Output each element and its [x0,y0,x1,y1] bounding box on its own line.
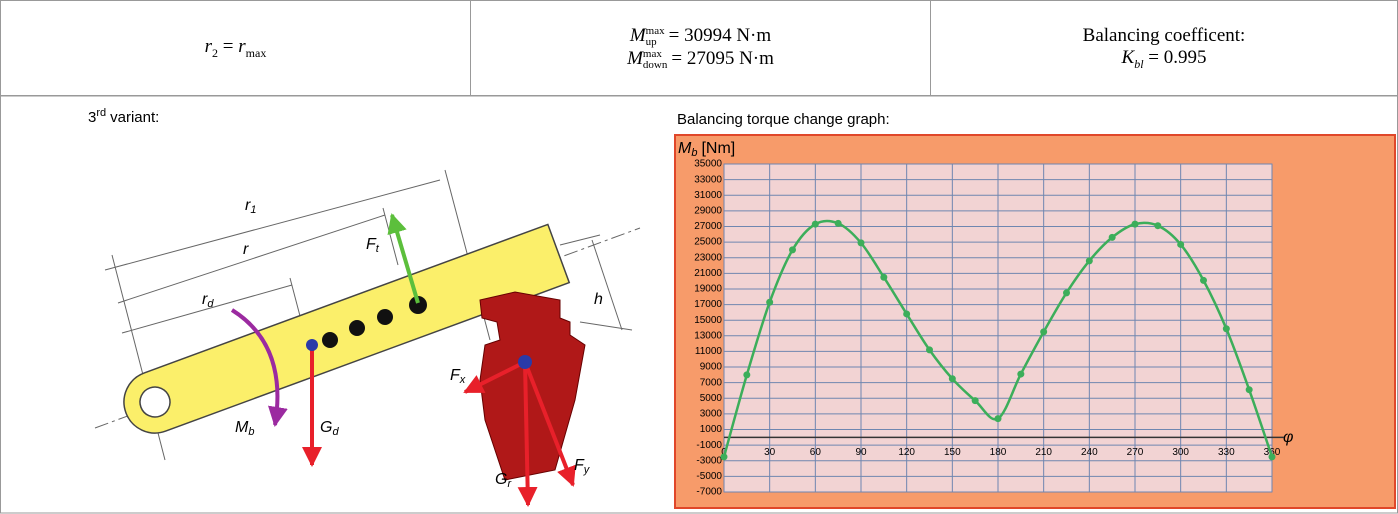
y-tick-label: -7000 [696,487,722,498]
y-tick-label: 7000 [700,377,723,388]
force-label: Ft [366,236,380,255]
point [995,415,1002,422]
y-tick-label: -1000 [696,440,722,451]
y-tick-label: 25000 [694,237,722,248]
x-tick-label: 240 [1081,447,1098,458]
y-tick-label: 27000 [694,221,722,232]
body-row: 3rdvariant: r1 r rd Ft h Fx [0,0,1398,514]
point [812,221,819,228]
x-tick-label: 330 [1218,447,1235,458]
extension-line [580,322,632,330]
hole [377,309,393,325]
force-label: Fx [450,367,466,386]
hole [349,320,365,336]
y-tick-label: 3000 [700,409,723,420]
moment-label: Mb [235,419,254,438]
dim-label: h [594,291,603,308]
pivot [518,355,532,369]
diagram: r1 r rd Ft h Fx Mb Gd Gr Fy [95,170,640,505]
y-tick-label: 23000 [694,252,722,263]
x-tick-label: 270 [1127,447,1144,458]
force-label: Fy [574,457,591,476]
y-tick-label: 33000 [694,174,722,185]
y-tick-label: 9000 [700,362,723,373]
y-tick-label: 29000 [694,205,722,216]
y-tick-label: -5000 [696,471,722,482]
point [1086,257,1093,264]
x-tick-label: 300 [1172,447,1189,458]
point [972,397,979,404]
x-tick-label: 210 [1035,447,1052,458]
y-tick-label: 5000 [700,393,723,404]
y-tick-label: 19000 [694,284,722,295]
point [949,375,956,382]
dimension-line [592,240,622,330]
page: r2 = rmax Mmaxup= 30994 N·m Mmaxdown= 27… [0,0,1398,514]
point [903,310,910,317]
dim-label: r [243,241,249,258]
dim-label: r1 [245,197,256,216]
y-tick-label: 15000 [694,315,722,326]
point [1063,289,1070,296]
point [1132,221,1139,228]
point [880,274,887,281]
y-tick-label: 21000 [694,268,722,279]
point [1017,371,1024,378]
x-axis-label: φ [1283,429,1293,446]
point [1109,234,1116,241]
point [1246,386,1253,393]
point [721,453,728,460]
point [858,239,865,246]
pivot [306,339,318,351]
point [926,346,933,353]
x-tick-label: 60 [810,447,822,458]
y-tick-label: 11000 [695,346,723,357]
x-tick-label: 30 [764,447,776,458]
y-tick-label: -3000 [696,455,722,466]
y-tick-label: 1000 [700,424,723,435]
hole [322,332,338,348]
y-tick-label: 17000 [694,299,722,310]
chart-title: Balancing torque change graph: [677,111,890,128]
point [1154,222,1161,229]
point [1040,328,1047,335]
y-tick-label: 31000 [694,190,722,201]
y-axis-label: Mb[Nm] [678,140,735,159]
dimension-line [118,215,385,303]
force-label: Gd [320,419,339,438]
extension-line [560,235,600,245]
point [743,371,750,378]
x-tick-label: 180 [990,447,1007,458]
point [1223,325,1230,332]
dim-label: rd [202,291,214,310]
point [1269,453,1276,460]
x-tick-label: 150 [944,447,961,458]
point [1200,277,1207,284]
dimension-line [105,180,440,270]
point [789,246,796,253]
point [835,220,842,227]
point [766,299,773,306]
y-tick-label: 13000 [694,330,722,341]
x-tick-label: 120 [898,447,915,458]
x-tick-label: 90 [855,447,867,458]
y-tick-label: 35000 [694,159,722,170]
point [1177,241,1184,248]
